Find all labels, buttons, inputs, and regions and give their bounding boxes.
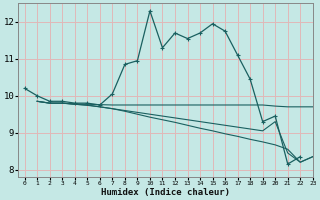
X-axis label: Humidex (Indice chaleur): Humidex (Indice chaleur) (101, 188, 230, 197)
